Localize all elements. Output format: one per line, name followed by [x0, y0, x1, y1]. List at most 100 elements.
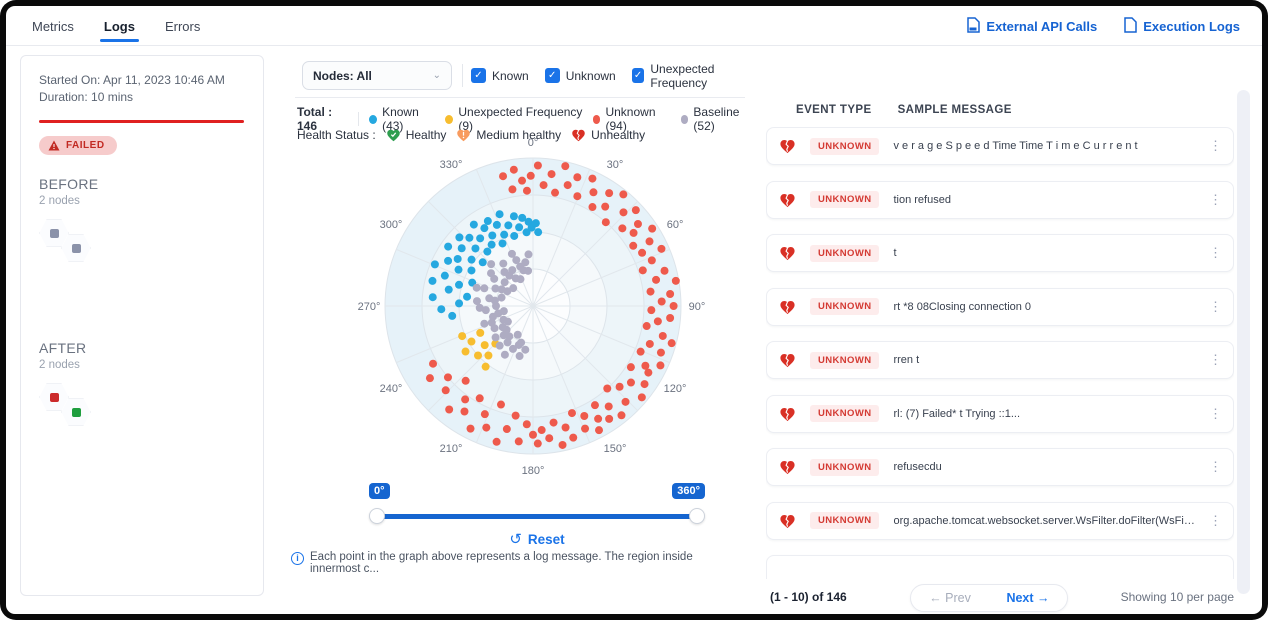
data-point-baseline[interactable]: [499, 259, 508, 268]
row-menu-icon[interactable]: ⋮: [1209, 191, 1222, 207]
data-point-unknown[interactable]: [601, 218, 610, 227]
data-point-unknown[interactable]: [581, 424, 590, 433]
data-point-unknown[interactable]: [588, 203, 597, 212]
data-point-unknown[interactable]: [656, 348, 665, 357]
node-hexagon[interactable]: [39, 383, 69, 411]
data-point-baseline[interactable]: [512, 256, 521, 265]
row-menu-icon[interactable]: ⋮: [1209, 352, 1222, 367]
data-point-baseline[interactable]: [487, 318, 496, 327]
data-point-unknown[interactable]: [461, 376, 470, 385]
data-point-unknown[interactable]: [518, 176, 527, 185]
data-point-unknown[interactable]: [595, 426, 604, 435]
known-checkbox[interactable]: ✓ Known: [471, 68, 529, 83]
data-point-known[interactable]: [531, 219, 540, 228]
data-point-unknown[interactable]: [502, 425, 511, 434]
data-point-unknown[interactable]: [580, 411, 589, 420]
data-point-unknown[interactable]: [492, 437, 501, 446]
data-point-baseline[interactable]: [521, 345, 530, 354]
data-point-unknown[interactable]: [537, 426, 546, 435]
data-point-unknown[interactable]: [660, 266, 669, 275]
data-point-unexpected-frequency[interactable]: [476, 328, 485, 337]
data-point-known[interactable]: [448, 311, 457, 320]
data-point-unknown[interactable]: [648, 224, 657, 233]
data-point-known[interactable]: [467, 266, 476, 275]
data-point-known[interactable]: [457, 244, 466, 253]
data-point-unknown[interactable]: [460, 407, 469, 416]
data-point-unknown[interactable]: [601, 202, 610, 211]
data-point-unknown[interactable]: [666, 313, 675, 322]
data-point-unknown[interactable]: [642, 322, 651, 331]
data-point-baseline[interactable]: [513, 330, 522, 339]
data-point-baseline[interactable]: [487, 269, 496, 278]
data-point-known[interactable]: [467, 255, 476, 264]
data-point-baseline[interactable]: [497, 293, 506, 302]
data-point-unknown[interactable]: [647, 306, 656, 315]
data-point-unknown[interactable]: [529, 430, 537, 439]
data-point-unknown[interactable]: [621, 397, 630, 406]
data-point-known[interactable]: [495, 210, 504, 219]
data-point-baseline[interactable]: [500, 278, 509, 287]
execution-logs-link[interactable]: Execution Logs: [1123, 16, 1240, 36]
data-point-unknown[interactable]: [653, 317, 662, 326]
data-point-unknown[interactable]: [657, 297, 666, 306]
data-point-unknown[interactable]: [671, 276, 680, 285]
data-point-known[interactable]: [504, 221, 513, 230]
data-point-unknown[interactable]: [638, 248, 647, 257]
data-point-unknown[interactable]: [480, 410, 489, 419]
data-point-baseline[interactable]: [487, 260, 496, 269]
legend-item-baseline[interactable]: Baseline (52): [680, 105, 755, 133]
data-point-known[interactable]: [469, 220, 478, 229]
data-point-known[interactable]: [455, 299, 464, 308]
data-point-unknown[interactable]: [657, 244, 666, 253]
row-menu-icon[interactable]: ⋮: [1209, 245, 1222, 260]
data-point-unknown[interactable]: [641, 361, 650, 370]
data-point-unexpected-frequency[interactable]: [481, 362, 490, 371]
data-point-known[interactable]: [465, 233, 474, 242]
data-point-unknown[interactable]: [466, 424, 475, 433]
data-point-unknown[interactable]: [615, 382, 624, 391]
data-point-baseline[interactable]: [524, 266, 533, 275]
data-point-known[interactable]: [509, 212, 518, 221]
data-point-unknown[interactable]: [652, 275, 661, 284]
data-point-baseline[interactable]: [505, 332, 514, 341]
data-point-unexpected-frequency[interactable]: [461, 347, 470, 356]
data-point-baseline[interactable]: [507, 249, 516, 258]
unexpected-frequency-checkbox[interactable]: ✓ Unexpected Frequency: [631, 62, 755, 90]
data-point-known[interactable]: [534, 228, 543, 237]
polar-scatter-chart[interactable]: 0° 30° 60° 90° 120° 150° 180° 210° 240° 270° 300° 3…: [288, 137, 752, 482]
data-point-known[interactable]: [454, 265, 463, 274]
data-point-unknown[interactable]: [589, 188, 598, 197]
unknown-checkbox[interactable]: ✓ Unknown: [544, 68, 616, 83]
data-point-known[interactable]: [455, 233, 464, 242]
slider-handle-max[interactable]: [689, 508, 705, 524]
data-point-baseline[interactable]: [472, 297, 481, 306]
data-point-known[interactable]: [487, 240, 496, 249]
data-point-unknown[interactable]: [656, 361, 665, 370]
data-point-known[interactable]: [444, 242, 453, 251]
log-event-row[interactable]: UNKNOWN rren t ⋮: [766, 341, 1234, 379]
log-event-row[interactable]: UNKNOWN tion refused ⋮: [766, 180, 1234, 219]
data-point-unknown[interactable]: [573, 173, 582, 182]
data-point-unknown[interactable]: [567, 409, 576, 418]
data-point-unknown[interactable]: [461, 395, 470, 404]
data-point-unknown[interactable]: [645, 237, 654, 246]
slider-handle-min[interactable]: [369, 508, 385, 524]
data-point-unknown[interactable]: [667, 339, 676, 348]
data-point-unknown[interactable]: [605, 414, 614, 423]
log-event-row[interactable]: UNKNOWN refusecdu ⋮: [766, 448, 1234, 486]
log-event-row[interactable]: UNKNOWN t ⋮: [766, 234, 1234, 272]
data-point-known[interactable]: [478, 258, 487, 267]
data-point-unknown[interactable]: [533, 439, 542, 448]
data-point-known[interactable]: [483, 217, 492, 226]
data-point-unknown[interactable]: [646, 287, 655, 296]
data-point-baseline[interactable]: [481, 306, 490, 315]
data-point-baseline[interactable]: [509, 284, 518, 293]
data-point-baseline[interactable]: [524, 250, 533, 259]
data-point-known[interactable]: [453, 254, 462, 263]
data-point-baseline[interactable]: [503, 317, 512, 326]
data-point-unknown[interactable]: [636, 347, 645, 356]
data-point-unknown[interactable]: [626, 378, 635, 387]
data-point-unknown[interactable]: [514, 437, 523, 446]
data-point-unknown[interactable]: [482, 423, 491, 432]
data-point-unknown[interactable]: [645, 339, 654, 348]
